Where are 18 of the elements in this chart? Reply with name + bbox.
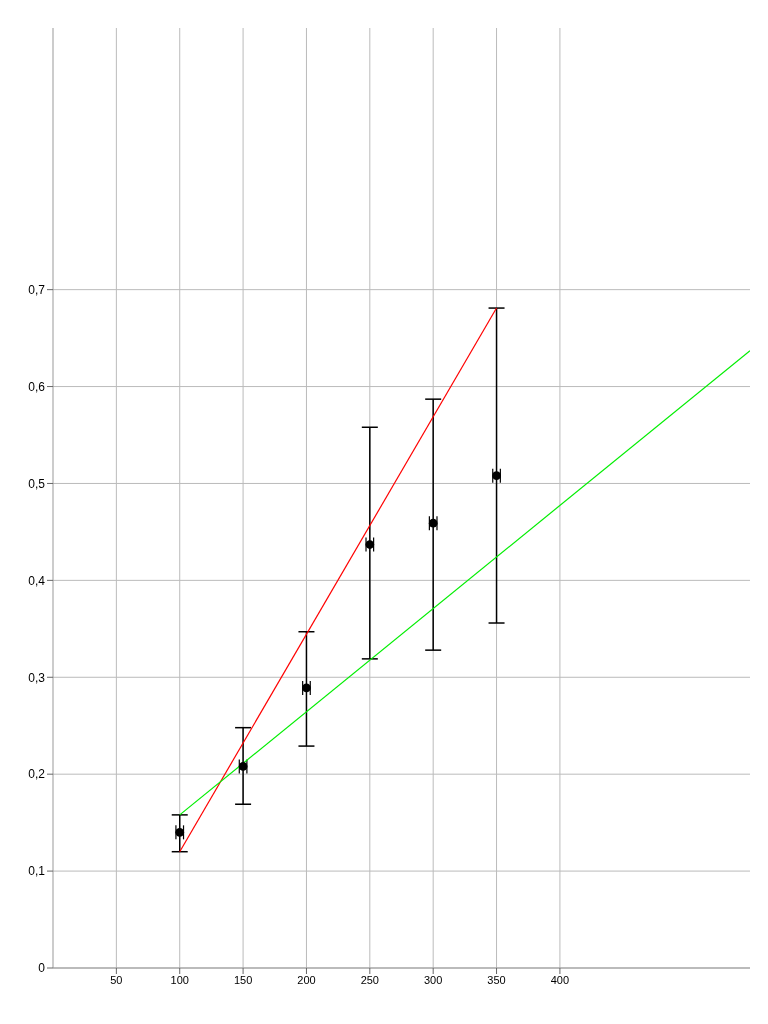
x-tick-label: 50 (110, 973, 123, 986)
y-tick-label: 0,7 (28, 282, 46, 297)
x-tick-label: 350 (487, 973, 506, 986)
x-tick-label: 400 (550, 973, 570, 986)
x-tick-label: 100 (170, 973, 189, 986)
x-tick-label: 300 (424, 973, 443, 986)
point (492, 471, 501, 481)
y-tick-label: 0,1 (28, 864, 46, 879)
y-tick-label: 0,3 (28, 670, 46, 685)
y-tick-label: 0,6 (28, 379, 46, 394)
y-tick-label: 0,2 (28, 767, 46, 782)
x-tick-label: 200 (297, 973, 316, 986)
x-tick-label: 250 (360, 973, 379, 986)
y-tick-label: 0,4 (28, 573, 46, 588)
point (302, 683, 311, 693)
x-tick-label: 150 (233, 973, 253, 986)
y-tick-label: 0 (38, 961, 46, 976)
y-tick-label: 0,5 (28, 476, 46, 491)
